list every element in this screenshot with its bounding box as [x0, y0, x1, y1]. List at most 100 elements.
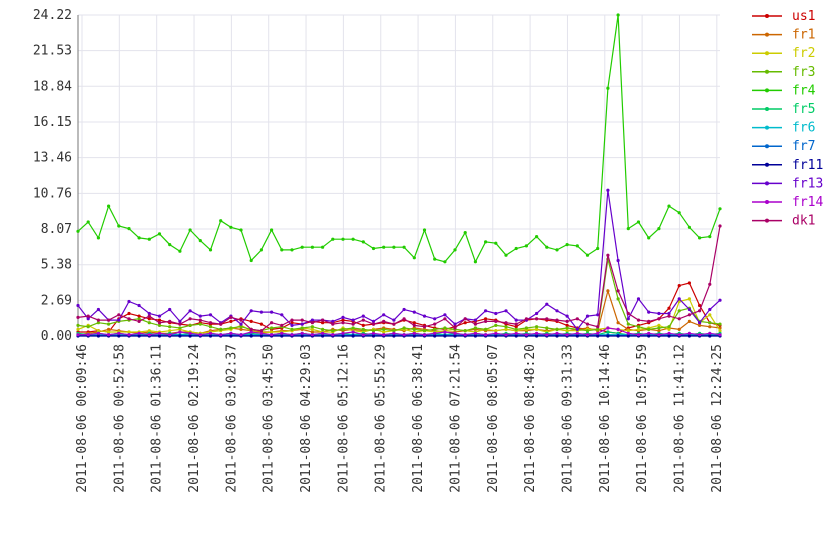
- data-point: [616, 258, 620, 263]
- data-point: [351, 330, 355, 334]
- x-tick-label: 2011-08-06 03:45:50: [262, 344, 277, 493]
- data-point: [361, 323, 365, 327]
- data-point: [484, 319, 488, 323]
- data-point: [219, 322, 223, 326]
- x-tick-label: 2011-08-06 00:09:46: [75, 344, 90, 493]
- data-point: [524, 244, 529, 248]
- data-point: [249, 258, 253, 263]
- data-point: [535, 327, 539, 331]
- data-point: [504, 327, 508, 331]
- data-point: [453, 326, 457, 330]
- series-line-fr3: [77, 258, 721, 332]
- data-point: [545, 302, 549, 306]
- data-point: [514, 331, 518, 335]
- y-tick-label: 13.46: [33, 151, 72, 166]
- series-line-dk1: [77, 225, 721, 332]
- data-point: [321, 327, 325, 331]
- data-point: [117, 318, 121, 322]
- data-point: [708, 331, 712, 335]
- data-point: [585, 329, 590, 333]
- legend-swatch-dot: [765, 200, 769, 204]
- data-point: [708, 307, 712, 312]
- data-point: [433, 327, 437, 331]
- data-point: [545, 333, 549, 337]
- data-point: [147, 317, 151, 321]
- data-point: [667, 204, 671, 208]
- data-point: [321, 318, 325, 322]
- data-point: [494, 241, 498, 245]
- data-point: [382, 313, 386, 317]
- data-point: [535, 317, 539, 321]
- data-point: [351, 237, 355, 241]
- data-point: [677, 333, 681, 337]
- data-point: [392, 318, 396, 322]
- data-point: [473, 322, 477, 326]
- data-point: [484, 327, 488, 331]
- data-point: [331, 319, 335, 323]
- data-point: [229, 225, 233, 229]
- x-tick-label: 2011-08-06 06:38:41: [411, 344, 426, 493]
- data-point: [208, 334, 213, 338]
- x-tick-label: 2011-08-06 08:05:07: [486, 344, 501, 493]
- data-point: [341, 321, 345, 325]
- data-point: [127, 330, 131, 334]
- data-point: [382, 333, 386, 337]
- legend: us1 fr1 fr2 fr3 fr4 fr5 fr6 fr7 fr11 fr13 fr14 dk1: [752, 9, 823, 229]
- data-point: [708, 282, 712, 286]
- data-point: [188, 228, 192, 232]
- legend-item-fr4: fr4: [752, 83, 816, 98]
- data-point: [687, 331, 692, 335]
- data-point: [96, 331, 100, 335]
- data-point: [484, 317, 488, 321]
- data-point: [402, 307, 406, 312]
- data-point: [147, 329, 151, 333]
- data-point: [494, 323, 498, 327]
- data-point: [331, 322, 335, 326]
- data-point: [443, 334, 447, 338]
- y-tick-label: 10.76: [33, 186, 72, 201]
- data-point: [626, 311, 630, 316]
- data-point: [341, 327, 345, 331]
- data-point: [259, 331, 263, 335]
- data-point: [168, 319, 172, 323]
- data-point: [433, 257, 437, 261]
- data-point: [137, 317, 141, 321]
- x-tick-label: 2011-08-06 10:57:59: [635, 344, 650, 493]
- data-point: [565, 243, 569, 247]
- data-point: [667, 334, 671, 338]
- data-point: [494, 319, 498, 323]
- data-point: [443, 317, 447, 321]
- data-point: [473, 260, 477, 264]
- data-point: [596, 331, 600, 335]
- legend-item-fr6: fr6: [752, 121, 815, 136]
- data-point: [239, 228, 243, 232]
- legend-swatch-dot: [765, 32, 769, 37]
- data-point: [647, 334, 651, 338]
- data-point: [280, 331, 284, 335]
- data-point: [667, 306, 671, 310]
- data-point: [371, 246, 376, 251]
- data-point: [626, 334, 630, 338]
- x-tick-label: 2011-08-06 02:19:24: [187, 344, 202, 493]
- series-line-fr13: [77, 190, 721, 331]
- data-point: [178, 326, 182, 330]
- y-tick-label: 8.07: [41, 222, 72, 237]
- data-point: [514, 334, 518, 338]
- data-point: [127, 317, 131, 321]
- data-point: [657, 317, 661, 321]
- data-point: [321, 321, 325, 325]
- data-point: [188, 323, 192, 327]
- data-point: [575, 331, 579, 335]
- data-point: [107, 318, 111, 322]
- data-point: [188, 309, 192, 313]
- data-point: [178, 319, 182, 323]
- data-point: [708, 325, 712, 329]
- data-point: [636, 318, 641, 322]
- legend-item-fr7: fr7: [752, 139, 815, 154]
- legend-label: fr7: [792, 139, 815, 154]
- data-point: [96, 318, 100, 322]
- legend-swatch-dot: [765, 162, 769, 167]
- data-point: [249, 309, 253, 313]
- data-point: [555, 327, 559, 331]
- data-point: [504, 253, 508, 257]
